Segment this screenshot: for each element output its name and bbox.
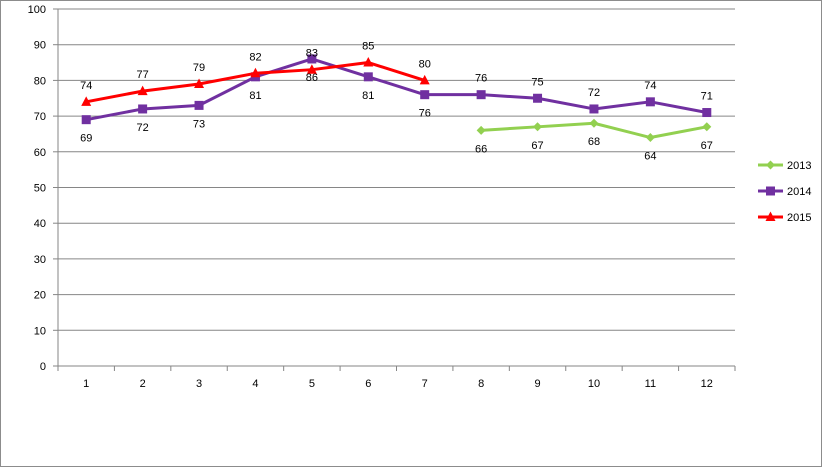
data-label-2014: 76 [475,73,487,85]
data-label-2014: 81 [362,90,374,102]
data-label-2013: 67 [531,140,543,152]
data-point-2014 [476,90,486,100]
x-tick-label: 8 [478,378,484,390]
y-tick-label: 40 [34,218,46,230]
data-point-2015 [137,85,148,96]
data-label-2015: 74 [80,80,92,92]
data-label-2013: 64 [644,151,656,163]
data-label-2014: 72 [137,122,149,134]
series-2014 [81,54,712,125]
data-point-2014 [645,97,655,107]
x-tick-label: 10 [588,378,600,390]
data-label-2014: 86 [306,72,318,84]
x-tick-label: 4 [252,378,258,390]
data-point-2013 [476,125,486,135]
y-tick-label: 100 [28,4,46,16]
data-label-2013: 66 [475,143,487,155]
y-tick-label: 90 [34,40,46,52]
data-point-2013 [645,133,655,143]
data-labels: 66 67 68 64 67 69 72 73 81 86 81 76 76 75 72 74 71 74 77 79… [80,41,713,163]
data-point-2014 [307,54,317,64]
data-label-2015: 77 [137,69,149,81]
legend-item-2013: 2013 [758,160,811,172]
data-label-2014: 81 [249,90,261,102]
data-label-2014: 74 [644,80,656,92]
data-point-2015 [419,74,430,85]
data-label-2014: 71 [701,91,713,103]
y-tick-label: 50 [34,183,46,195]
legend: 2013 2014 2015 [758,160,811,224]
data-label-2013: 67 [701,140,713,152]
x-tick-label: 12 [701,378,713,390]
data-label-2015: 82 [249,51,261,63]
x-tick-label: 9 [534,378,540,390]
x-tick-label: 6 [365,378,371,390]
data-label-2014: 72 [588,87,600,99]
data-point-2013 [702,122,712,132]
x-tick-label: 3 [196,378,202,390]
legend-label: 2013 [787,160,811,172]
x-tick-label: 7 [422,378,428,390]
data-point-2014 [363,72,373,82]
data-point-2014 [702,108,712,118]
legend-label: 2015 [787,212,811,224]
data-label-2013: 68 [588,136,600,148]
data-point-2015 [306,64,317,74]
legend-item-2014: 2014 [758,186,811,198]
y-tick-label: 10 [34,325,46,337]
legend-marker [766,186,775,196]
y-tick-label: 30 [34,254,46,266]
data-label-2015: 79 [193,62,205,74]
legend-label: 2014 [787,186,811,198]
legend-marker [766,160,775,170]
data-label-2014: 76 [419,108,431,120]
data-label-2015: 85 [362,41,374,53]
data-point-2014 [420,90,430,100]
series-line-2014 [85,57,708,122]
series-group [81,54,712,143]
data-label-2015: 80 [419,58,431,70]
x-tick-label: 1 [83,378,89,390]
gridlines [58,8,735,331]
data-point-2015 [363,57,374,67]
data-label-2014: 75 [531,76,543,88]
y-axis-ticks: 0 10 20 30 40 50 60 70 80 90 100 [28,4,58,373]
data-point-2013 [533,122,543,132]
data-label-2014: 73 [193,118,205,130]
data-point-2015 [250,67,261,78]
data-label-2015: 83 [306,48,318,60]
data-label-2014: 69 [80,133,92,145]
x-tick-label: 11 [645,378,656,390]
x-tick-label: 2 [140,378,146,390]
series-2013 [476,118,712,143]
data-point-2013 [589,118,599,128]
data-point-2014 [589,104,599,114]
y-tick-label: 0 [40,361,46,373]
data-point-2014 [194,100,204,110]
x-axis-ticks: 1 2 3 4 5 6 7 8 9 10 11 12 [57,366,736,390]
y-tick-label: 20 [34,290,46,302]
y-tick-label: 70 [34,111,46,123]
data-point-2014 [138,104,148,114]
series-2015 [81,57,430,106]
data-point-2015 [81,96,92,106]
legend-marker [765,211,776,221]
data-point-2015 [194,78,205,88]
y-tick-label: 60 [34,147,46,159]
x-tick-label: 5 [309,378,315,390]
data-point-2014 [533,93,543,103]
legend-item-2015: 2015 [758,211,811,224]
data-point-2014 [81,115,91,125]
y-tick-label: 80 [34,75,46,87]
